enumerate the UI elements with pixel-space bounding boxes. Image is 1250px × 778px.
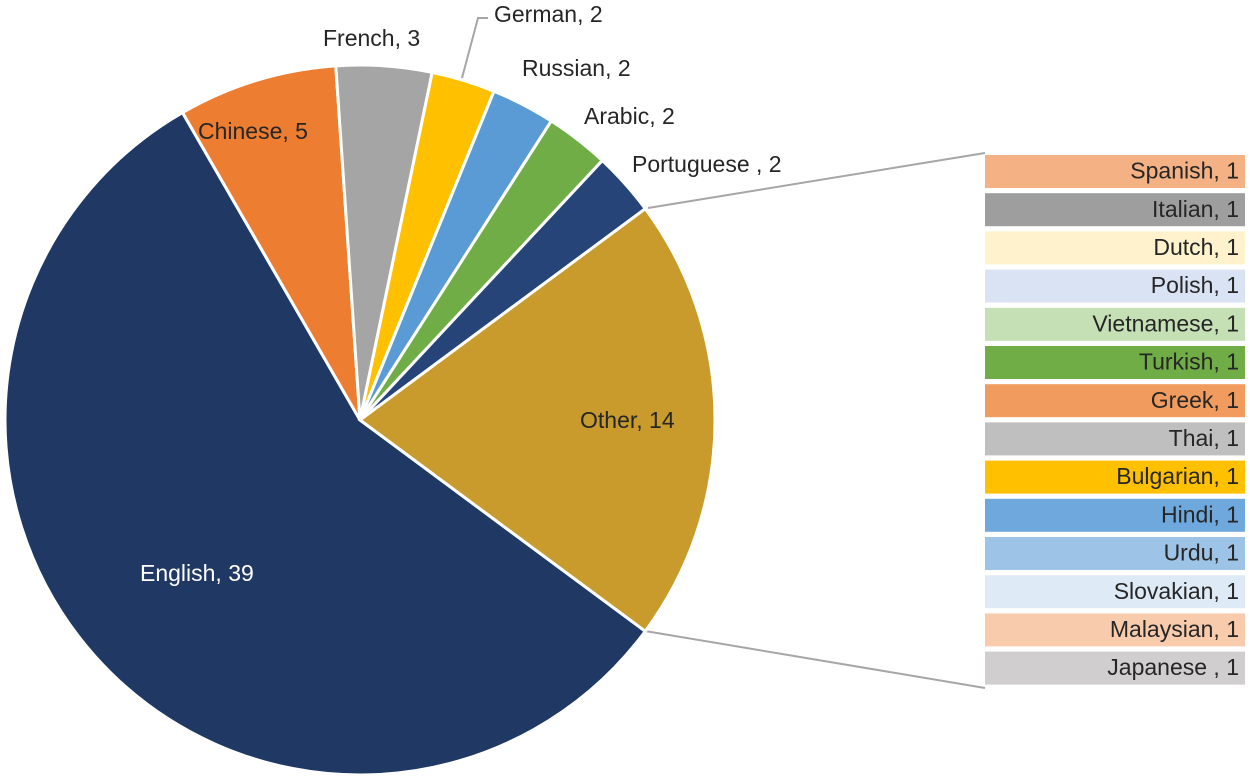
data-label: Malaysian, 1: [1110, 616, 1239, 642]
pie-slice: [357, 206, 717, 634]
breakdown-bar: [985, 498, 1245, 532]
data-label: Japanese , 1: [1107, 654, 1239, 680]
data-label: Russian, 2: [522, 55, 631, 81]
breakdown-bar: [985, 346, 1245, 379]
breakdown-bar: [985, 613, 1245, 647]
data-label: Greek, 1: [1151, 387, 1239, 413]
pie-slice: [3, 110, 648, 777]
breakdown-bar: [985, 422, 1245, 456]
breakdown-bar: [985, 307, 1245, 341]
breakdown-bar: [985, 460, 1245, 494]
breakdown-bar: [985, 537, 1245, 570]
data-label: Italian, 1: [1152, 196, 1239, 222]
data-label: Chinese, 5: [198, 118, 308, 144]
data-label: Dutch, 1: [1153, 234, 1239, 260]
pie-slice: [180, 64, 362, 421]
breakdown-bar: [985, 155, 1245, 188]
data-label: Bulgarian, 1: [1116, 463, 1239, 489]
breakdown-bar: [985, 384, 1245, 418]
data-label: Hindi, 1: [1161, 501, 1239, 527]
breakdown-bar: [985, 231, 1245, 265]
data-label: Slovakian, 1: [1114, 578, 1239, 604]
data-label: Polish, 1: [1151, 272, 1239, 298]
data-label: French, 3: [323, 25, 420, 51]
data-label: Turkish, 1: [1139, 349, 1239, 375]
data-label: Arabic, 2: [584, 103, 675, 129]
data-label: Vietnamese, 1: [1092, 310, 1239, 336]
data-label: Other, 14: [580, 407, 675, 433]
data-label: German, 2: [494, 1, 603, 27]
leader-line: [461, 17, 488, 79]
breakdown-bar: [985, 651, 1245, 685]
breakdown-bar: [985, 193, 1245, 227]
data-label: Spanish, 1: [1130, 158, 1239, 184]
connector-line: [644, 630, 986, 689]
data-label: Urdu, 1: [1164, 540, 1239, 566]
breakdown-bar: [985, 269, 1245, 303]
breakdown-bar: [985, 575, 1245, 609]
data-label: Portuguese , 2: [632, 151, 782, 177]
connector-line: [647, 152, 986, 209]
data-label: Thai, 1: [1169, 425, 1239, 451]
data-label: English, 39: [140, 560, 254, 586]
